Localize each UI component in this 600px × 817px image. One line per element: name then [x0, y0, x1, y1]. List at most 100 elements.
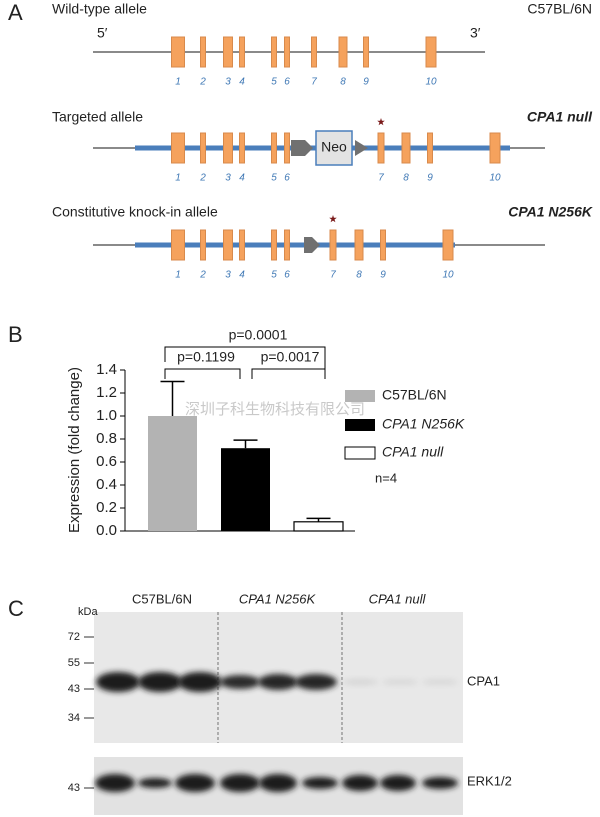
protein-band	[138, 672, 182, 692]
exon-number: 6	[284, 270, 290, 281]
exon-number: 2	[199, 77, 206, 88]
allele-name: Constitutive knock-in allele	[52, 204, 218, 220]
p-value: p=0.1199	[177, 349, 235, 365]
exon-number: 7	[330, 270, 336, 281]
exon-number: 4	[239, 173, 245, 184]
exon	[354, 229, 364, 261]
bracket	[164, 368, 241, 379]
legend-swatch	[344, 446, 376, 460]
exon-number: 2	[199, 270, 206, 281]
exon	[380, 229, 386, 261]
exon	[401, 132, 411, 164]
protein-band	[259, 774, 297, 792]
mutation-star	[329, 215, 337, 223]
protein-band	[138, 778, 172, 788]
exon-number: 6	[284, 173, 290, 184]
loxp-arrow	[355, 140, 368, 156]
strain-label: CPA1 N256K	[508, 204, 593, 220]
exon-number: 9	[427, 173, 433, 184]
exon-number: 8	[403, 173, 409, 184]
loxp-arrow	[304, 237, 320, 253]
p-value: p=0.0017	[261, 349, 320, 365]
exon-number: 5	[271, 173, 277, 184]
target-label: ERK1/2	[467, 773, 512, 788]
exon	[171, 36, 185, 68]
protein-band	[258, 674, 298, 690]
exon	[338, 36, 348, 68]
bar	[148, 416, 197, 531]
exon-number: 7	[378, 173, 384, 184]
exon-number: 10	[425, 77, 437, 88]
exon-number: 5	[271, 77, 277, 88]
exon	[271, 132, 277, 164]
p-value: p=0.0001	[229, 327, 288, 343]
y-tick-label: 1.2	[96, 384, 117, 401]
y-tick-label: 1.0	[96, 407, 117, 424]
target-label: CPA1	[467, 673, 500, 688]
exon	[284, 229, 290, 261]
exon	[271, 229, 277, 261]
exon	[239, 229, 245, 261]
panel-label: B	[8, 322, 23, 347]
bracket	[164, 346, 326, 378]
end-label: 5′	[97, 25, 108, 41]
exon	[442, 229, 454, 261]
exon	[311, 36, 317, 68]
exon	[239, 132, 245, 164]
exon	[223, 36, 233, 68]
protein-band	[422, 679, 458, 685]
exon-number: 3	[225, 270, 231, 281]
bar	[293, 521, 344, 532]
exon	[425, 36, 437, 68]
exon	[200, 36, 206, 68]
legend-label: C57BL/6N	[382, 387, 447, 403]
protein-band	[178, 672, 222, 692]
protein-band	[380, 775, 416, 791]
exon-number: 1	[175, 77, 181, 88]
lane-label: C57BL/6N	[132, 591, 192, 606]
exon	[377, 132, 385, 164]
protein-band	[422, 777, 458, 789]
protein-band	[220, 774, 260, 792]
y-tick-label: 0.2	[96, 499, 117, 516]
legend-label: CPA1 null	[382, 444, 444, 460]
exon-number: 1	[175, 173, 181, 184]
exon-number: 8	[356, 270, 362, 281]
legend-swatch	[345, 390, 375, 402]
protein-band	[342, 679, 378, 685]
loxp-arrow	[291, 140, 313, 156]
mutation-star	[377, 118, 385, 126]
allele-name: Wild-type allele	[52, 1, 147, 17]
exon-number: 4	[239, 77, 245, 88]
exon-number: 10	[489, 173, 501, 184]
protein-band	[302, 777, 338, 789]
watermark: 深圳子科生物科技有限公司	[185, 401, 365, 418]
exon	[171, 229, 185, 261]
exon	[200, 229, 206, 261]
exon-number: 7	[311, 77, 317, 88]
exon	[223, 132, 233, 164]
protein-band	[175, 774, 215, 792]
y-tick-label: 0.4	[96, 476, 117, 493]
exon-number: 5	[271, 270, 277, 281]
bracket	[251, 368, 326, 379]
exon-number: 9	[380, 270, 386, 281]
protein-band	[382, 679, 418, 685]
exon	[427, 132, 433, 164]
marker-label: 55	[68, 657, 80, 669]
strain-label: C57BL/6N	[527, 1, 592, 17]
protein-band	[295, 674, 337, 690]
unit-label: kDa	[78, 606, 98, 618]
bar	[221, 448, 270, 531]
allele-name: Targeted allele	[52, 109, 143, 125]
neo-label: Neo	[321, 139, 347, 155]
protein-band	[96, 672, 140, 692]
exon-number: 3	[225, 173, 231, 184]
legend-label: CPA1 N256K	[382, 416, 465, 432]
exon-number: 1	[175, 270, 181, 281]
y-tick-label: 0.6	[96, 453, 117, 470]
lane-label: CPA1 null	[369, 591, 427, 606]
strain-label: CPA1 null	[527, 109, 593, 125]
exon	[200, 132, 206, 164]
marker-label: 43	[68, 782, 80, 794]
